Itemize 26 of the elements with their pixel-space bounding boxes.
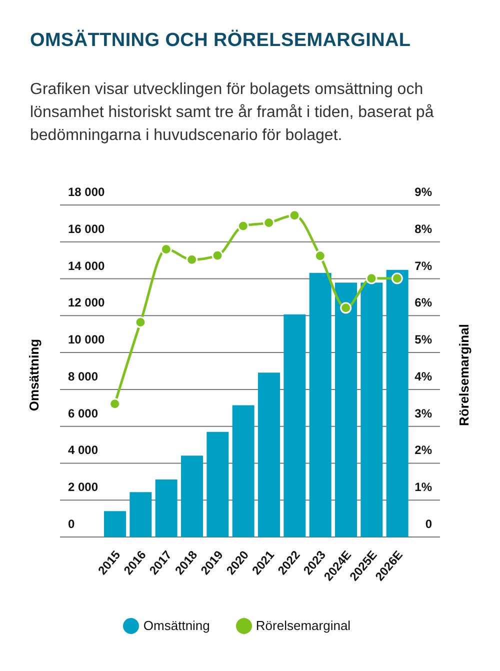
chart-subtitle: Grafiken visar utvecklingen för bolagets omsättning och lönsamhet historiskt samt tre år framåt i tiden, baserat på bedömningarna i huvudscenario för bolaget.: [30, 80, 435, 146]
y2-axis-title: Rörelsemarginal: [456, 324, 472, 426]
y-tick-label: 0: [68, 517, 75, 531]
y2-tick-label: 3%: [414, 406, 432, 420]
y-tick-label: 12 000: [68, 296, 106, 310]
y-tick-label: 2 000: [68, 480, 98, 494]
y2-tick-label: 0: [425, 517, 432, 531]
y-tick-label: 18 000: [68, 185, 106, 199]
legend-label: Rörelsemarginal: [256, 618, 351, 633]
y2-tick-label: 6%: [414, 296, 432, 310]
y2-tick-label: 8%: [414, 222, 432, 236]
y-tick-label: 8 000: [68, 369, 98, 384]
y2-tick-label: 1%: [414, 480, 432, 494]
y-axis-title: Omsättning: [26, 338, 42, 412]
y2-tick-label: 7%: [414, 258, 432, 273]
y-tick-label: 14 000: [68, 258, 106, 273]
y2-tick-label: 5%: [414, 332, 432, 347]
y2-tick-label: 2%: [414, 443, 432, 458]
y2-tick-label: 4%: [414, 369, 432, 384]
y-tick-label: 6 000: [68, 406, 98, 420]
chart-title: OMSÄTTNING OCH RÖRELSEMARGINAL: [30, 30, 412, 52]
legend-label: Omsättning: [143, 618, 210, 633]
y2-tick-label: 9%: [414, 185, 432, 199]
y-tick-label: 10 000: [68, 332, 106, 347]
y-tick-label: 16 000: [68, 222, 106, 236]
y-tick-label: 4 000: [68, 443, 98, 458]
